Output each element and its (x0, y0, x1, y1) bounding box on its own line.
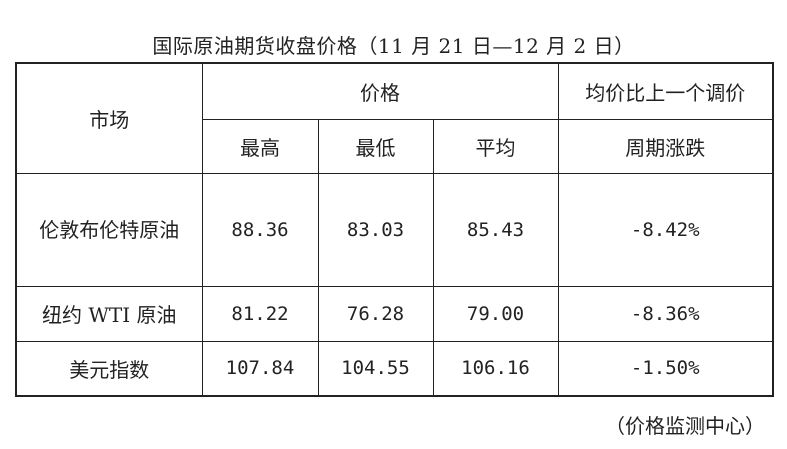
header-low: 最低 (317, 118, 434, 174)
high-cell: 107.84 (201, 340, 319, 397)
table-row: 美元指数 107.84 104.55 106.16 -1.50% (15, 340, 774, 397)
high-cell: 88.36 (201, 172, 319, 287)
market-cell: 伦敦布伦特原油 (15, 172, 203, 287)
table-row: 伦敦布伦特原油 88.36 83.03 85.43 -8.42% (15, 172, 774, 287)
low-cell: 83.03 (317, 172, 434, 287)
low-cell: 76.28 (317, 285, 434, 342)
price-table: 市场 价格 均价比上一个调价 最高 最低 平均 周期涨跌 伦敦布伦特原油 88.… (15, 62, 774, 397)
market-cell: 纽约 WTI 原油 (15, 285, 203, 342)
avg-cell: 79.00 (432, 285, 559, 342)
table-title: 国际原油期货收盘价格（11 月 21 日—12 月 2 日） (152, 34, 635, 58)
avg-cell: 106.16 (432, 340, 559, 397)
change-cell: -8.36% (557, 285, 774, 342)
header-high: 最高 (201, 118, 319, 174)
table-row: 纽约 WTI 原油 81.22 76.28 79.00 -8.36% (15, 285, 774, 342)
low-cell: 104.55 (317, 340, 434, 397)
avg-cell: 85.43 (432, 172, 559, 287)
header-change-line1: 均价比上一个调价 (557, 62, 774, 120)
header-change-line2: 周期涨跌 (557, 118, 774, 174)
market-name: 伦敦布伦特原油 (39, 217, 180, 242)
header-price: 价格 (201, 62, 559, 120)
market-cell: 美元指数 (15, 340, 203, 397)
high-cell: 81.22 (201, 285, 319, 342)
header-market: 市场 (15, 62, 203, 174)
change-cell: -8.42% (557, 172, 774, 287)
change-cell: -1.50% (557, 340, 774, 397)
source-note: （价格监测中心） (605, 414, 765, 438)
header-avg: 平均 (432, 118, 559, 174)
